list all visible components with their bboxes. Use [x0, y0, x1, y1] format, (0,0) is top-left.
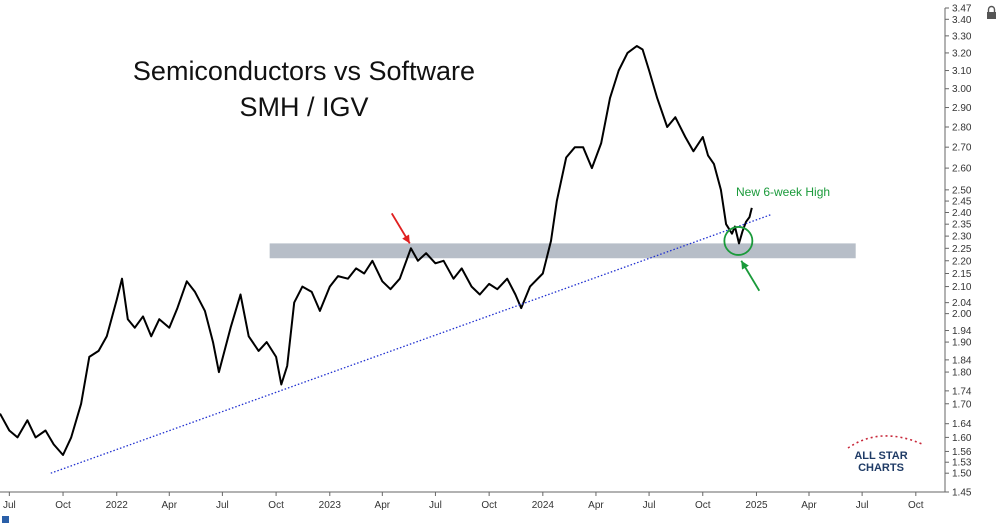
x-tick-label: Jul — [216, 500, 229, 511]
logo-line1: ALL STAR — [854, 450, 907, 462]
y-tick-label: 2.00 — [952, 309, 972, 320]
all-star-charts-logo: ALL STAR CHARTS — [847, 435, 923, 474]
y-tick-label: 1.53 — [952, 458, 972, 469]
y-tick-label: 2.25 — [952, 244, 972, 255]
y-tick-label: 1.80 — [952, 368, 972, 379]
lock-icon[interactable] — [987, 5, 996, 20]
x-tick-label: Oct — [695, 500, 711, 511]
y-tick-label: 3.20 — [952, 48, 972, 59]
y-tick-label: 2.80 — [952, 122, 972, 133]
green-circle-annotation — [723, 226, 754, 256]
x-tick-label: 2024 — [532, 500, 555, 511]
y-tick-label: 2.50 — [952, 185, 972, 196]
y-tick-label: 2.30 — [952, 232, 972, 243]
y-tick-label: 2.60 — [952, 164, 972, 175]
new-high-label: New 6-week High — [736, 185, 830, 199]
x-tick-label: Apr — [801, 500, 817, 511]
y-tick-label: 2.70 — [952, 143, 972, 154]
x-tick-label: Oct — [481, 500, 497, 511]
y-tick-label: 3.47 — [952, 4, 972, 15]
x-tick-label: 2025 — [745, 500, 768, 511]
x-tick-label: Jul — [3, 500, 16, 511]
chart-title: Semiconductors vs Software — [133, 56, 475, 86]
green-arrow-annotation — [740, 260, 761, 292]
y-tick-label: 2.15 — [952, 269, 972, 280]
y-tick-label: 3.00 — [952, 84, 972, 95]
y-tick-label: 2.10 — [952, 282, 972, 293]
x-tick-label: Oct — [55, 500, 71, 511]
x-axis: Jul Oct 2022 Apr Jul Oct 2023 Apr Jul Oct 2024 Apr J… — [3, 492, 924, 511]
x-tick-label: Jul — [643, 500, 656, 511]
x-tick-label: Oct — [268, 500, 284, 511]
y-axis: 1.45 1.501.531.56 1.60 1.64 1.70 1.74 1.80 1.84… — [945, 4, 972, 499]
optuma-logo — [2, 516, 9, 523]
x-tick-label: Oct — [908, 500, 924, 511]
resistance-band — [269, 243, 856, 259]
red-arrow-annotation — [390, 212, 411, 244]
y-tick-label: 1.64 — [952, 419, 972, 430]
chart-subtitle: SMH / IGV — [239, 92, 368, 122]
y-tick-label: 1.74 — [952, 386, 972, 397]
y-tick-label: 1.50 — [952, 469, 972, 480]
y-tick-label: 1.70 — [952, 399, 972, 410]
series-line-smh-igv — [0, 45, 753, 456]
y-tick-label: 1.60 — [952, 433, 972, 444]
y-tick-label: 1.45 — [952, 488, 972, 499]
trendline — [50, 214, 771, 474]
x-tick-label: Jul — [429, 500, 442, 511]
y-tick-label: 1.90 — [952, 338, 972, 349]
y-tick-label: 3.30 — [952, 31, 972, 42]
y-tick-label: 2.40 — [952, 208, 972, 219]
y-tick-label: 1.84 — [952, 355, 972, 366]
y-tick-label: 2.20 — [952, 256, 972, 267]
y-tick-label: 1.56 — [952, 447, 972, 458]
logo-line2: CHARTS — [858, 462, 904, 474]
y-tick-label: 2.45 — [952, 197, 972, 208]
y-tick-label: 3.40 — [952, 15, 972, 26]
x-tick-label: Apr — [161, 500, 177, 511]
x-tick-label: 2023 — [319, 500, 342, 511]
y-tick-label: 1.94 — [952, 326, 972, 337]
x-tick-label: Jul — [856, 500, 869, 511]
y-tick-label: 2.90 — [952, 103, 972, 114]
x-tick-label: 2022 — [106, 500, 129, 511]
x-tick-label: Apr — [588, 500, 604, 511]
x-tick-label: Apr — [375, 500, 391, 511]
y-tick-label: 2.04 — [952, 298, 972, 309]
y-tick-label: 3.10 — [952, 66, 972, 77]
y-tick-label: 2.35 — [952, 220, 972, 231]
